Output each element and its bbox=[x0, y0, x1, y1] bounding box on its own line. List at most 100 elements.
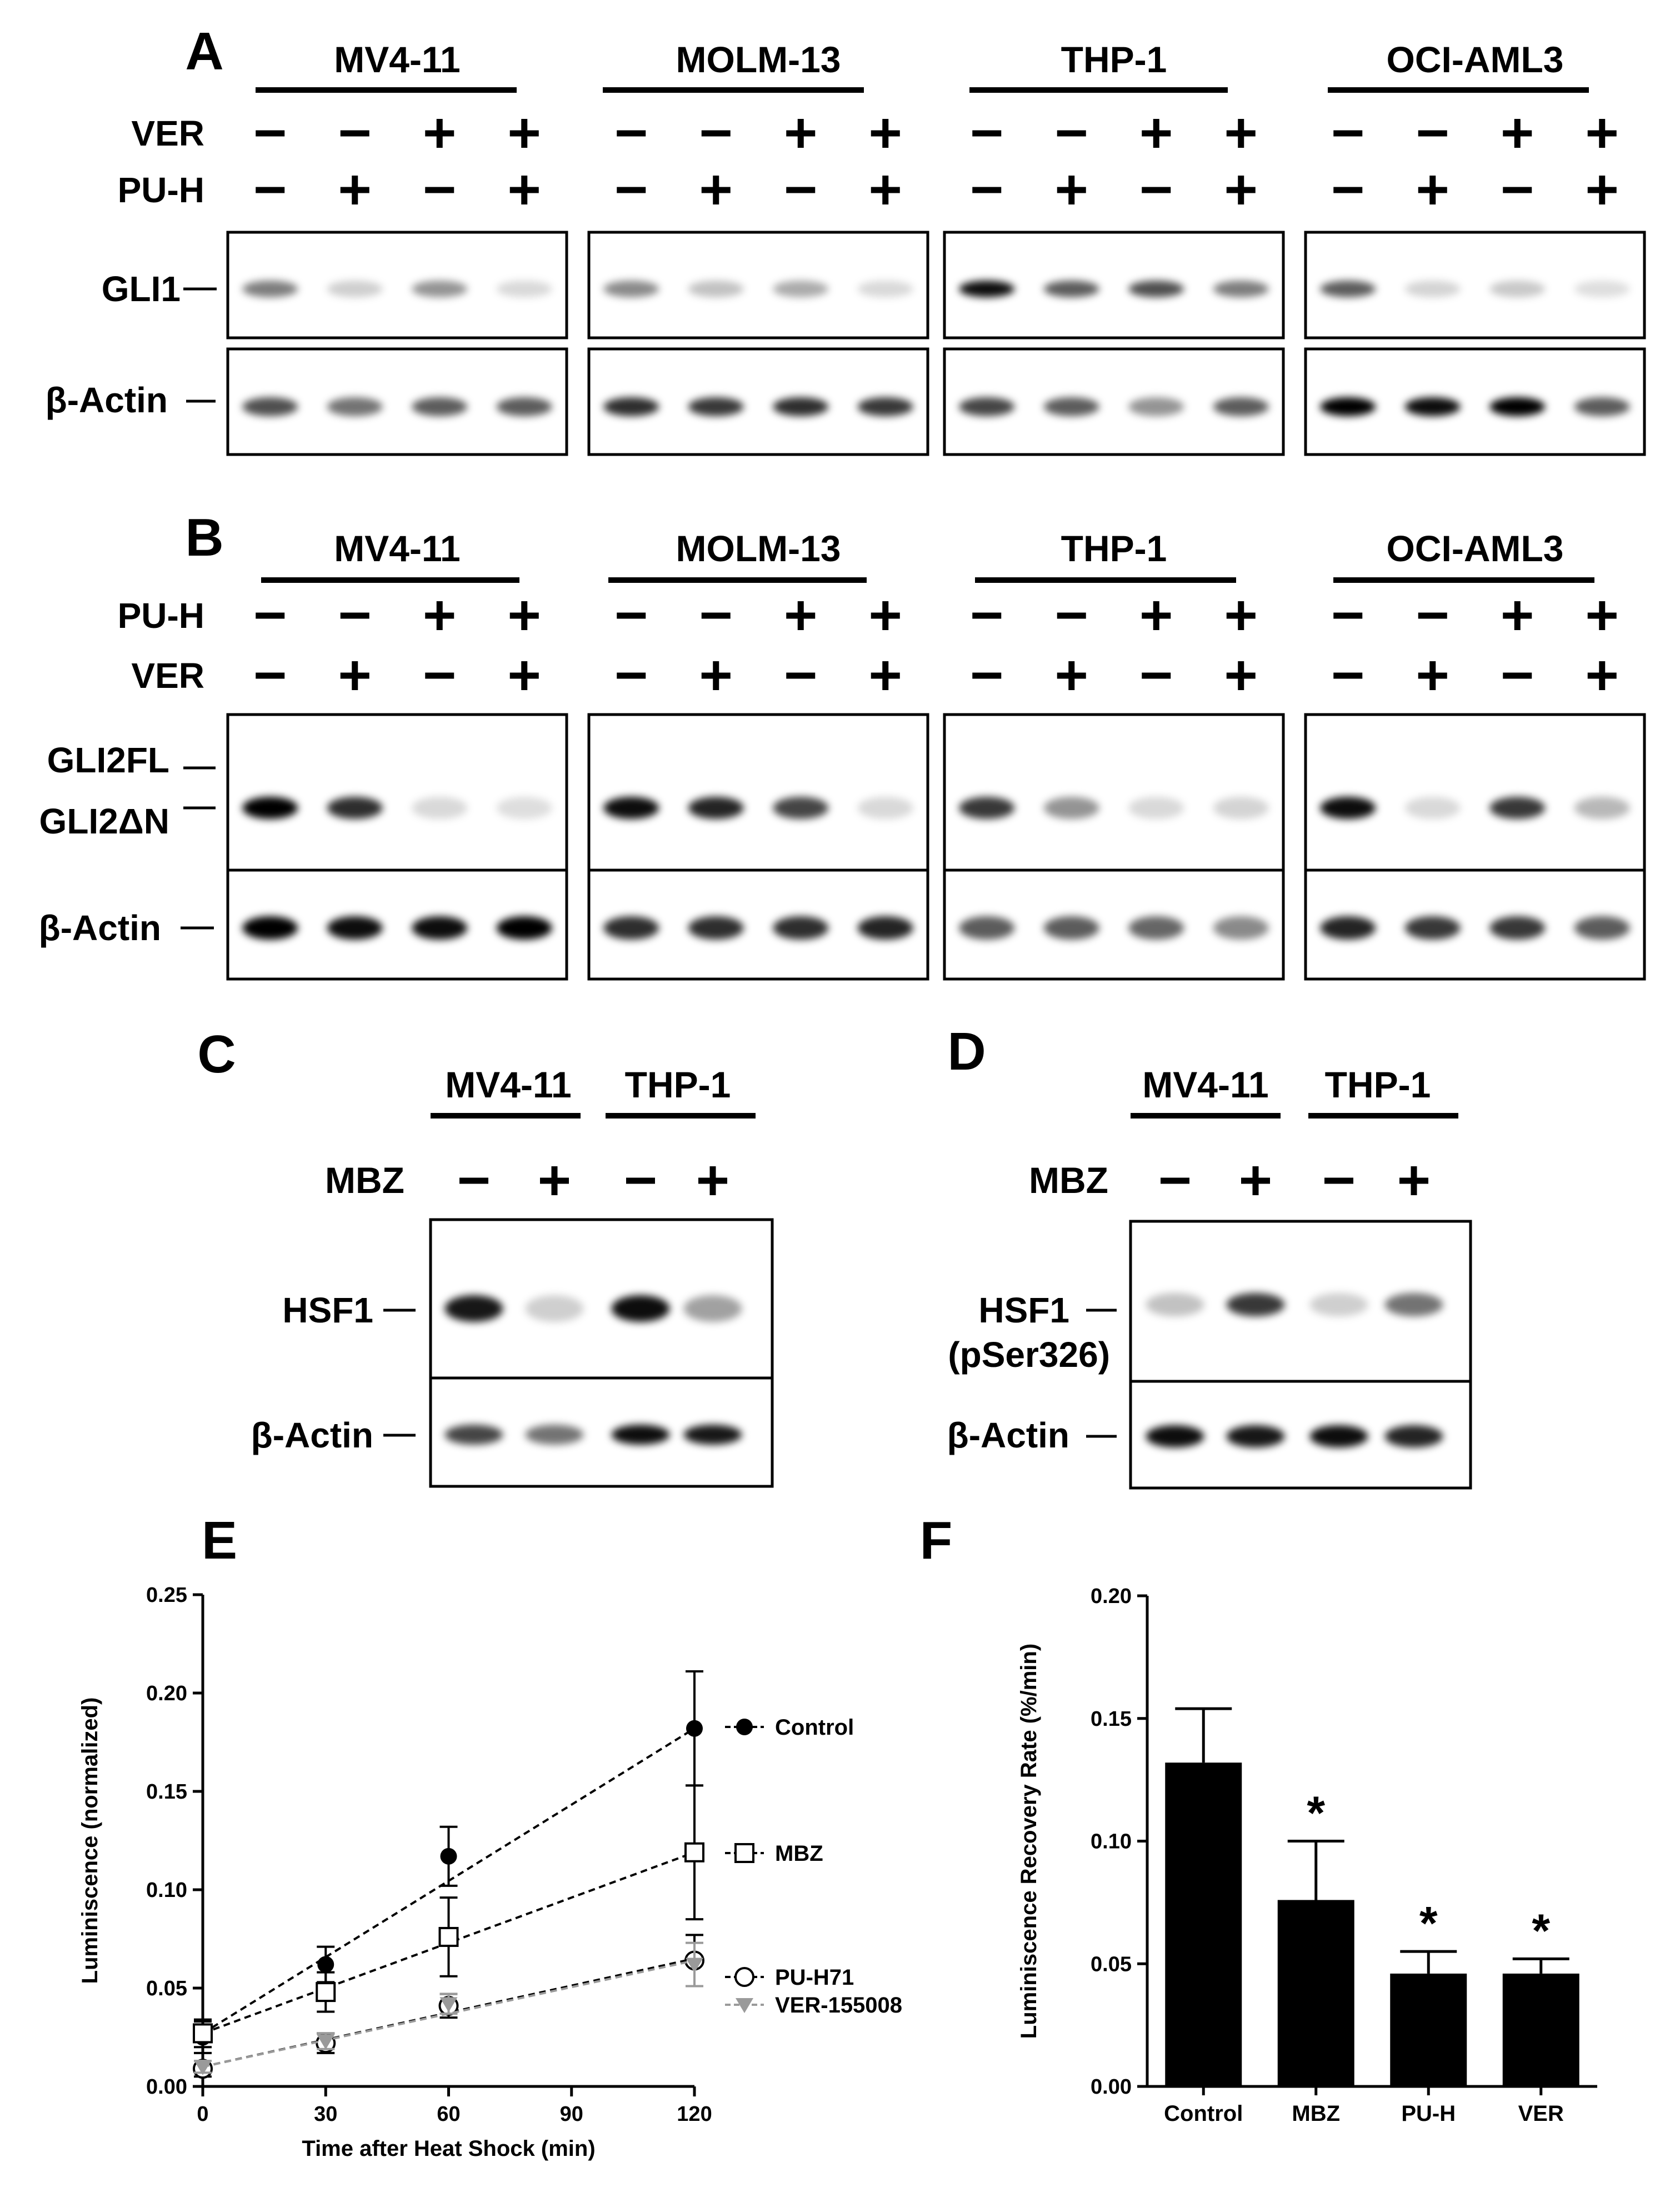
western-band bbox=[525, 1425, 584, 1445]
western-band bbox=[1128, 397, 1184, 416]
western-band bbox=[1213, 797, 1269, 819]
panel-letter: F bbox=[920, 1511, 953, 1570]
western-band bbox=[1320, 281, 1376, 297]
western-band bbox=[1146, 1425, 1204, 1447]
western-band bbox=[683, 1425, 742, 1445]
x-tick-label: VER bbox=[1518, 2101, 1564, 2126]
plus-sign bbox=[701, 661, 731, 690]
panel-a: A MV4-11 MOLM-13 THP-1 OCI-AML3 VER PU-H GLI1 β-… bbox=[46, 22, 1646, 456]
western-band bbox=[1489, 397, 1546, 416]
row-label: HSF1 bbox=[282, 1290, 373, 1330]
y-tick-label: 0.05 bbox=[1091, 1953, 1132, 1976]
data-point bbox=[317, 1956, 334, 1973]
data-point bbox=[686, 1958, 703, 1973]
legend-label: Control bbox=[775, 1715, 854, 1740]
plus-sign bbox=[340, 176, 369, 204]
western-band bbox=[683, 1295, 742, 1322]
western-band bbox=[327, 281, 383, 297]
cell-line-label: THP-1 bbox=[1325, 1064, 1431, 1105]
western-band bbox=[1128, 281, 1184, 297]
western-band bbox=[959, 916, 1015, 940]
cell-line-label: THP-1 bbox=[625, 1064, 731, 1105]
western-band bbox=[525, 1295, 584, 1322]
treatment-label: PU-H bbox=[118, 170, 204, 210]
plus-sign bbox=[1399, 1166, 1428, 1195]
x-tick-label: MBZ bbox=[1292, 2101, 1340, 2126]
y-tick-label: 0.15 bbox=[1091, 1707, 1132, 1731]
significance-marker: * bbox=[1419, 1897, 1438, 1949]
legend-marker bbox=[734, 1843, 754, 1863]
plus-sign bbox=[509, 176, 539, 204]
plus-sign bbox=[1587, 176, 1617, 204]
western-band bbox=[242, 797, 298, 819]
western-band bbox=[1043, 916, 1099, 940]
western-band bbox=[1574, 916, 1630, 940]
western-band bbox=[773, 397, 829, 416]
western-band bbox=[496, 797, 552, 819]
x-tick-label: 30 bbox=[314, 2103, 337, 2126]
panel-letter: A bbox=[185, 22, 223, 81]
western-band bbox=[412, 916, 468, 940]
western-band bbox=[242, 397, 298, 416]
western-band bbox=[327, 797, 383, 819]
western-band bbox=[857, 397, 913, 416]
cell-line-label: MV4-11 bbox=[334, 528, 460, 569]
plus-sign bbox=[425, 119, 454, 148]
western-band bbox=[496, 281, 552, 297]
plus-sign bbox=[1226, 176, 1256, 204]
western-band bbox=[444, 1295, 503, 1322]
y-tick-label: 0.20 bbox=[146, 1682, 187, 1705]
row-label: β-Actin bbox=[947, 1415, 1069, 1455]
plus-sign bbox=[1142, 601, 1171, 630]
cell-line-label: MV4-11 bbox=[1142, 1064, 1268, 1105]
plus-sign bbox=[871, 601, 900, 630]
legend-label: VER-155008 bbox=[775, 1993, 902, 2018]
bar-mbz bbox=[1277, 1900, 1354, 2086]
plus-sign bbox=[1587, 601, 1617, 630]
legend-marker bbox=[736, 1998, 753, 2013]
cell-line-label: MOLM-13 bbox=[676, 39, 841, 80]
bar-control bbox=[1165, 1762, 1242, 2086]
western-band bbox=[688, 797, 744, 819]
plus-sign bbox=[701, 176, 731, 204]
western-band bbox=[242, 281, 298, 297]
significance-marker: * bbox=[1532, 1904, 1550, 1956]
western-band bbox=[773, 281, 829, 297]
treatment-label: MBZ bbox=[1029, 1160, 1108, 1201]
legend-label: MBZ bbox=[775, 1841, 823, 1866]
western-band bbox=[1404, 797, 1461, 819]
data-point bbox=[438, 1926, 459, 1947]
bar-pu-h bbox=[1390, 1973, 1467, 2086]
panel-letter: C bbox=[197, 1025, 236, 1084]
plus-sign bbox=[1226, 661, 1256, 690]
cell-line-label: OCI-AML3 bbox=[1387, 528, 1564, 569]
y-axis-label: Luminiscence Recovery Rate (%/min) bbox=[1017, 1644, 1041, 2039]
western-band bbox=[496, 916, 552, 940]
western-band bbox=[688, 281, 744, 297]
data-point bbox=[684, 1842, 704, 1863]
blot-box bbox=[226, 713, 568, 872]
y-tick-label: 0.00 bbox=[1091, 2075, 1132, 2099]
row-label: β-Actin bbox=[39, 908, 161, 948]
western-band bbox=[773, 916, 829, 940]
western-band bbox=[327, 916, 383, 940]
western-band bbox=[959, 797, 1015, 819]
series-pu-h71: PU-H71 bbox=[193, 1934, 854, 2079]
panel-letter: E bbox=[202, 1511, 237, 1570]
western-band bbox=[1489, 916, 1546, 940]
western-band bbox=[412, 797, 468, 819]
data-point bbox=[193, 2023, 213, 2044]
bar-ver bbox=[1502, 1973, 1579, 2086]
legend-marker bbox=[736, 1719, 753, 1735]
western-band bbox=[611, 1425, 670, 1445]
row-label-secondary: (pSer326) bbox=[948, 1335, 1110, 1375]
panel-c: C MV4-11 THP-1 MBZ HSF1 β-Actin bbox=[197, 1025, 774, 1488]
row-label-secondary: GLI2ΔN bbox=[39, 801, 169, 841]
western-band bbox=[1146, 1293, 1204, 1316]
plus-sign bbox=[1226, 119, 1256, 148]
y-tick-label: 0.15 bbox=[146, 1780, 187, 1804]
panel-d: D MV4-11 THP-1 MBZ HSF1 (pSer326) β-Actin bbox=[947, 1022, 1472, 1490]
western-band bbox=[688, 397, 744, 416]
blot-box bbox=[943, 713, 1285, 872]
